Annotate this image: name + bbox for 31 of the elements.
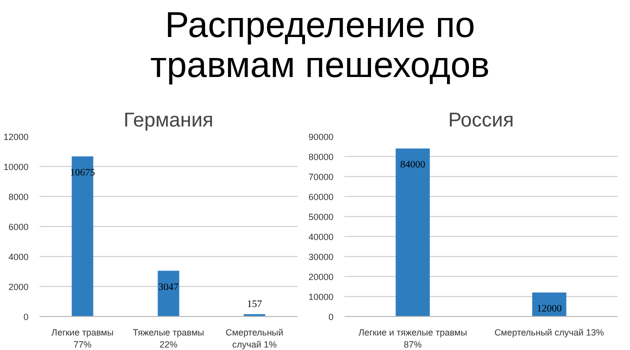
data-label: 12000: [536, 304, 562, 314]
y-tick-label: 6000: [8, 222, 29, 232]
text: Распределение по травмам пешеходов: [149, 4, 491, 85]
y-tick-label: 4000: [8, 252, 29, 262]
y-tick-label: 90000: [308, 132, 334, 142]
data-label: 157: [247, 299, 262, 310]
x-tick-label: Смертельный случай 1%: [226, 328, 284, 350]
y-tick-label: 40000: [308, 232, 334, 242]
bar: [72, 156, 94, 316]
data-label: 84000: [400, 160, 426, 170]
y-tick-label: 20000: [308, 272, 334, 282]
y-tick-label: 12000: [3, 132, 29, 142]
y-tick-label: 10000: [3, 162, 29, 172]
y-tick-label: 60000: [308, 192, 334, 202]
x-tick-label: Смертельный случай 13%: [494, 328, 604, 338]
y-tick-label: 30000: [308, 252, 334, 262]
y-tick-label: 50000: [308, 212, 334, 222]
y-tick-label: 0: [328, 312, 334, 322]
chart-title: Германия: [124, 110, 214, 132]
data-label: 3047: [158, 282, 178, 293]
y-tick-label: 2000: [8, 282, 29, 292]
y-tick-label: 10000: [308, 292, 334, 302]
y-tick-label: 70000: [308, 172, 334, 182]
bar: [158, 270, 180, 316]
x-tick-label: Легкие травмы 77%: [51, 328, 114, 350]
y-tick-label: 0: [23, 312, 29, 322]
x-tick-label: Тяжелые травмы 22%: [132, 328, 204, 350]
chart-title: Россия: [448, 110, 514, 132]
x-tick-label: Легкие и тяжелые травмы 87%: [358, 328, 468, 350]
y-tick-label: 80000: [308, 152, 334, 162]
y-tick-label: 8000: [8, 192, 29, 202]
